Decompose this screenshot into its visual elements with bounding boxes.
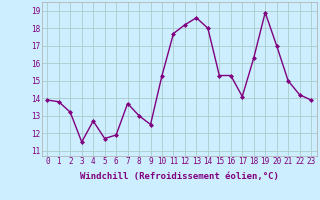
X-axis label: Windchill (Refroidissement éolien,°C): Windchill (Refroidissement éolien,°C) [80,172,279,181]
